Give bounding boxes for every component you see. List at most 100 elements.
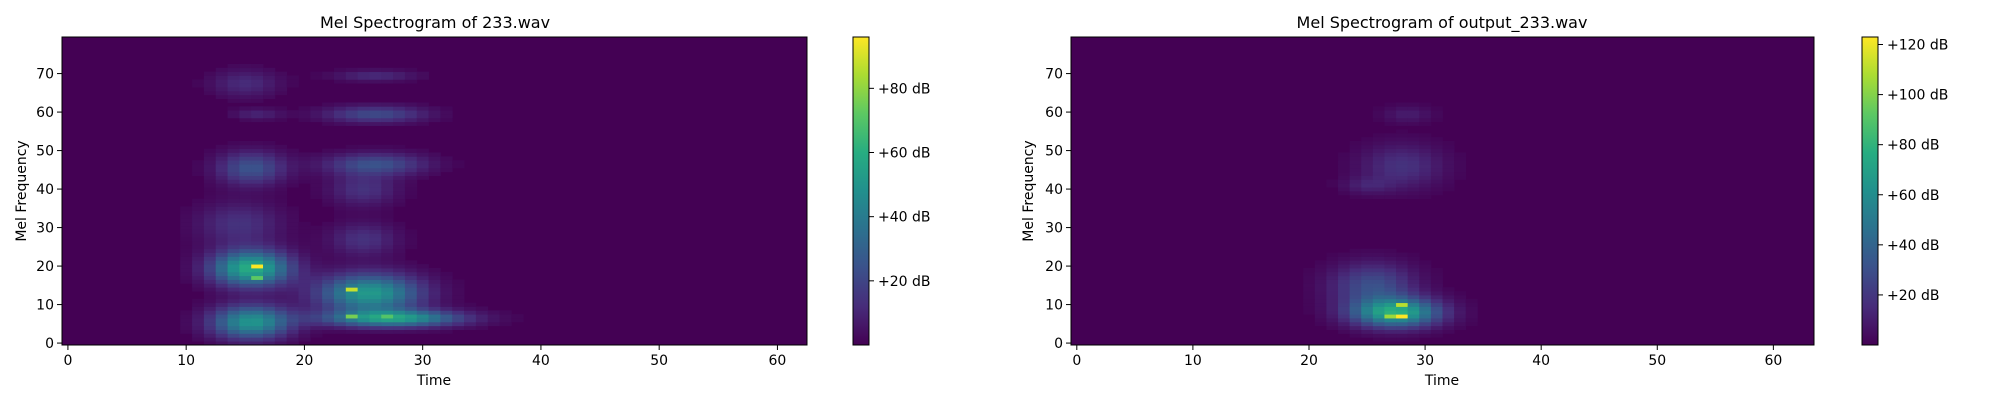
- heatmap-cell: [417, 106, 429, 110]
- heatmap-cell: [322, 176, 334, 180]
- heatmap-cell: [369, 203, 381, 207]
- heatmap-cell: [204, 268, 216, 272]
- heatmap-cell: [251, 318, 263, 322]
- heatmap-cell: [440, 272, 452, 276]
- heatmap-cell: [310, 176, 322, 180]
- heatmap-cell: [310, 303, 322, 307]
- heatmap-cell: [239, 237, 251, 241]
- heatmap-cell: [287, 206, 299, 210]
- heatmap-cell: [192, 164, 204, 168]
- heatmap-cell: [1384, 280, 1396, 284]
- heatmap-cell: [228, 226, 240, 230]
- heatmap-cell: [204, 303, 216, 307]
- heatmap-cell: [180, 310, 192, 314]
- heatmap-cell: [275, 249, 287, 253]
- heatmap-cell: [1303, 299, 1315, 303]
- heatmap-cell: [310, 164, 322, 168]
- heatmap-cell: [1454, 299, 1466, 303]
- heatmap-cell: [393, 233, 405, 237]
- heatmap-cell: [228, 310, 240, 314]
- heatmap-cell: [417, 118, 429, 122]
- heatmap-cell: [429, 318, 441, 322]
- heatmap-cell: [263, 206, 275, 210]
- x-tick-label: 20: [296, 353, 314, 369]
- heatmap-cell: [322, 295, 334, 299]
- heatmap-cell: [251, 245, 263, 249]
- heatmap-cell: [358, 214, 370, 218]
- heatmap-cell: [393, 176, 405, 180]
- heatmap-cell: [381, 287, 393, 291]
- heatmap-cell: [1443, 141, 1455, 145]
- heatmap-cell: [1361, 179, 1373, 183]
- heatmap-cell: [393, 283, 405, 287]
- heatmap-cell: [417, 164, 429, 168]
- heatmap-cell: [204, 314, 216, 318]
- heatmap-cell: [358, 295, 370, 299]
- heatmap-cell: [239, 310, 251, 314]
- heatmap-cell: [1419, 307, 1431, 311]
- heatmap-cell: [275, 303, 287, 307]
- heatmap-cell: [1373, 272, 1385, 276]
- heatmap-cell: [1384, 272, 1396, 276]
- heatmap-cell: [1303, 268, 1315, 272]
- heatmap-cell: [1326, 287, 1338, 291]
- heatmap-cell: [204, 222, 216, 226]
- heatmap-cell: [239, 230, 251, 234]
- heatmap-cell: [251, 291, 263, 295]
- heatmap-cell: [1373, 303, 1385, 307]
- heatmap-cell: [310, 241, 322, 245]
- heatmap-cell: [239, 95, 251, 99]
- heatmap-cell: [299, 118, 311, 122]
- heatmap-cell: [310, 295, 322, 299]
- heatmap-cell: [1384, 141, 1396, 145]
- heatmap-cell: [1466, 303, 1478, 307]
- heatmap-cell: [393, 203, 405, 207]
- heatmap-cell: [358, 110, 370, 114]
- heatmap-cell: [251, 303, 263, 307]
- heatmap-cell: [180, 241, 192, 245]
- heatmap-cell: [287, 149, 299, 153]
- heatmap-cell: [381, 106, 393, 110]
- heatmap-cell: [1338, 164, 1350, 168]
- heatmap-cell: [358, 276, 370, 280]
- heatmap-cell: [263, 264, 275, 268]
- heatmap-cell: [204, 295, 216, 299]
- heatmap-cell: [346, 287, 358, 291]
- heatmap-cell: [1373, 314, 1385, 318]
- heatmap-cell: [369, 276, 381, 280]
- heatmap-cell: [369, 245, 381, 249]
- x-axis: 0 10 20 30 40 50 60: [1072, 345, 1782, 369]
- heatmap-cell: [346, 260, 358, 264]
- heatmap-cell: [1338, 179, 1350, 183]
- heatmap-cell: [287, 237, 299, 241]
- heatmap-cell: [417, 314, 429, 318]
- heatmap-cell: [381, 245, 393, 249]
- heatmap-cell: [1431, 314, 1443, 318]
- heatmap-cell: [1338, 272, 1350, 276]
- heatmap-cell: [1443, 156, 1455, 160]
- heatmap-cell: [228, 64, 240, 68]
- heatmap-cell: [358, 199, 370, 203]
- colorbar-tick-label: +20 dB: [878, 274, 931, 290]
- y-tick-label: 70: [1045, 67, 1063, 83]
- heatmap-cell: [180, 330, 192, 334]
- x-tick-label: 30: [1416, 353, 1434, 369]
- colorbar: [1862, 37, 1878, 345]
- heatmap-cell: [429, 280, 441, 284]
- heatmap-cell: [239, 218, 251, 222]
- heatmap-cell: [381, 153, 393, 157]
- heatmap-cell: [239, 156, 251, 160]
- heatmap-cell: [405, 245, 417, 249]
- heatmap-cell: [216, 283, 228, 287]
- heatmap-cell: [251, 187, 263, 191]
- heatmap-cell: [251, 199, 263, 203]
- heatmap-cell: [204, 310, 216, 314]
- heatmap-cell: [405, 280, 417, 284]
- heatmap-cell: [1373, 268, 1385, 272]
- heatmap-cell: [1419, 299, 1431, 303]
- heatmap-cell: [1419, 160, 1431, 164]
- heatmap-cell: [346, 102, 358, 106]
- heatmap-cell: [1443, 326, 1455, 330]
- heatmap-cell: [334, 226, 346, 230]
- heatmap-cell: [216, 322, 228, 326]
